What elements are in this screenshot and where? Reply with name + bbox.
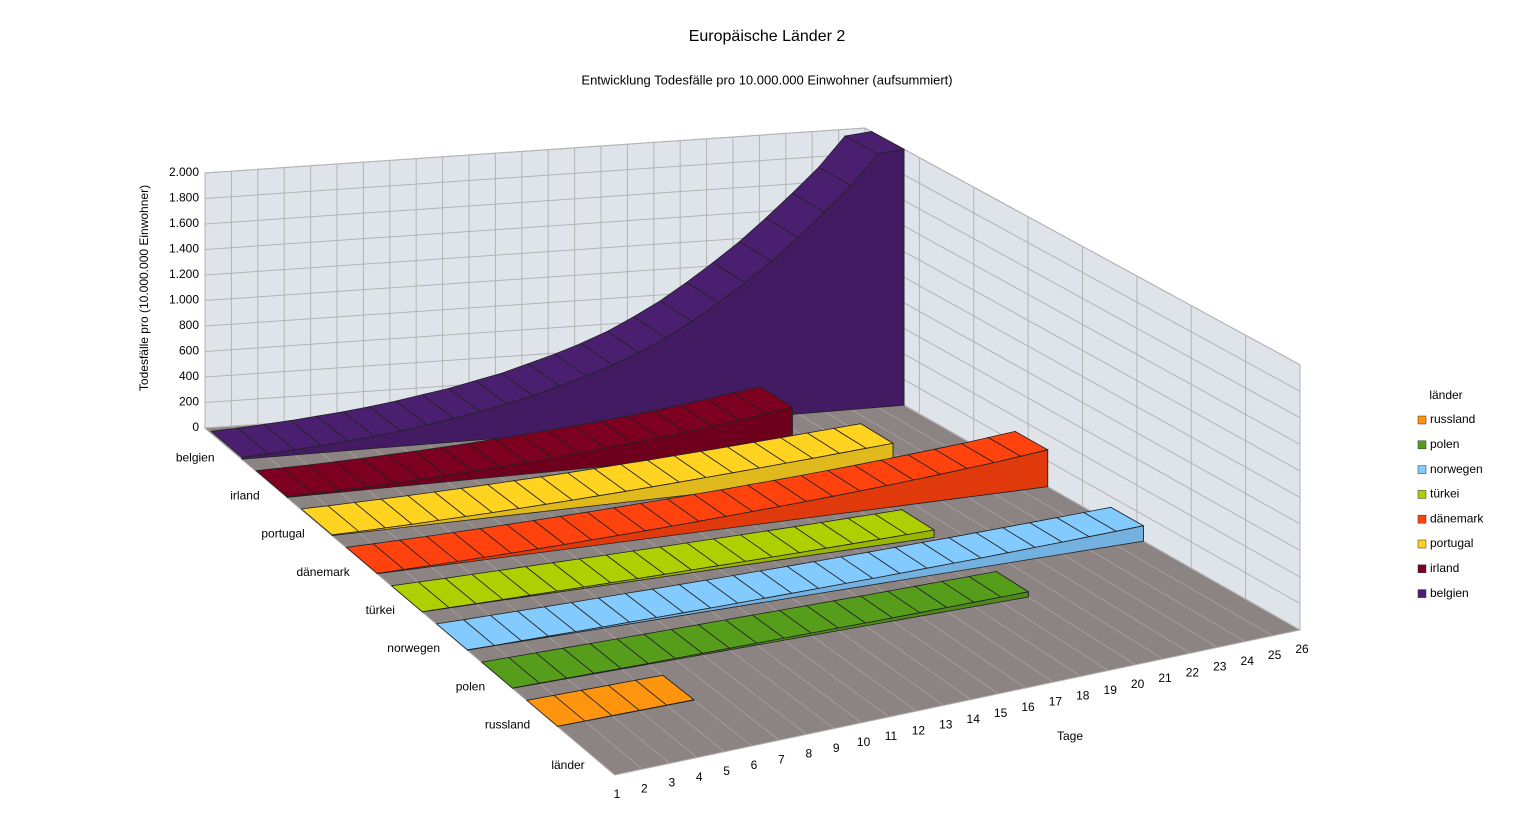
area — [557, 699, 695, 727]
x-tick-label: 15 — [994, 706, 1008, 720]
y-tick-label: 1.000 — [169, 293, 199, 307]
grid-line — [204, 127, 1301, 366]
area — [331, 442, 894, 537]
x-tick-label: 1 — [614, 787, 621, 801]
legend-swatch — [1417, 539, 1427, 549]
legend-title: länder — [1429, 388, 1462, 402]
y-tick-label: 1.800 — [169, 191, 199, 205]
z-tick-label: russland — [485, 718, 530, 732]
legend-swatch — [1417, 465, 1427, 474]
z-tick-label: polen — [456, 679, 485, 693]
y-axis-label: Todesfälle pro (10.000.000 Einwohner) — [137, 185, 151, 391]
x-tick-label: 23 — [1213, 660, 1227, 674]
chart-subtitle: Entwicklung Todesfälle pro 10.000.000 Ei… — [581, 72, 952, 87]
z-tick-label: irland — [230, 489, 259, 503]
legend-label: russland — [1430, 412, 1475, 426]
x-tick-label: 22 — [1186, 665, 1200, 679]
legend-label: norwegen — [1430, 462, 1483, 476]
x-tick-label: 8 — [805, 747, 812, 761]
area — [376, 449, 1049, 575]
z-tick-label: dänemark — [296, 565, 350, 579]
chart-title: Europäische Länder 2 — [689, 28, 846, 45]
area — [286, 406, 793, 498]
x-tick-label: 7 — [778, 752, 785, 766]
floor-grid-line — [838, 384, 1273, 637]
x-tick-label: 26 — [1295, 642, 1309, 656]
z-tick-label: norwegen — [387, 641, 440, 655]
y-tick-label: 200 — [179, 395, 199, 409]
legend-swatch — [1417, 440, 1427, 450]
legend-label: portugal — [1430, 536, 1473, 550]
legend-label: polen — [1430, 437, 1459, 451]
y-tick-label: 400 — [179, 369, 199, 383]
y-tick-label: 1.600 — [169, 216, 199, 230]
x-axis-label: Tage — [1057, 729, 1083, 743]
x-tick-label: 14 — [967, 712, 981, 726]
area — [241, 148, 905, 460]
legend-swatch — [1417, 490, 1427, 499]
x-tick-label: 20 — [1131, 677, 1145, 691]
x-tick-label: 17 — [1049, 694, 1063, 708]
y-tick-label: 2.000 — [169, 165, 199, 179]
x-tick-label: 12 — [912, 723, 926, 737]
x-tick-label: 6 — [751, 758, 758, 772]
x-tick-label: 13 — [939, 718, 953, 732]
x-tick-label: 24 — [1241, 654, 1255, 668]
x-tick-label: 10 — [857, 735, 871, 749]
legend-label: türkei — [1430, 487, 1459, 501]
floor-grid-line — [811, 386, 1246, 643]
legend-swatch — [1417, 514, 1427, 524]
y-tick-label: 800 — [179, 318, 199, 332]
z-tick-label: belgien — [176, 450, 215, 464]
legend-swatch — [1417, 589, 1427, 598]
x-tick-label: 9 — [833, 741, 840, 755]
y-tick-label: 0 — [192, 420, 199, 434]
legend-swatch — [1417, 564, 1427, 574]
x-tick-label: 3 — [668, 776, 675, 790]
x-tick-label: 5 — [723, 764, 730, 778]
x-tick-label: 11 — [885, 729, 898, 743]
area — [466, 525, 1144, 651]
z-axis-label: länder — [551, 758, 584, 772]
z-tick-label: türkei — [366, 603, 395, 617]
x-tick-label: 25 — [1268, 648, 1282, 662]
y-tick-label: 1.200 — [169, 267, 199, 281]
y-tick-label: 600 — [179, 344, 199, 358]
x-tick-label: 2 — [641, 781, 648, 795]
x-tick-label: 18 — [1076, 689, 1090, 703]
z-tick-label: portugal — [261, 527, 304, 541]
area — [421, 529, 935, 613]
x-tick-label: 21 — [1158, 671, 1172, 685]
legend-label: irland — [1430, 561, 1459, 575]
x-tick-label: 16 — [1021, 700, 1035, 714]
legend-label: belgien — [1430, 586, 1469, 600]
x-tick-label: 19 — [1104, 683, 1118, 697]
y-tick-label: 1.400 — [169, 242, 199, 256]
legend-swatch — [1417, 415, 1427, 425]
area — [512, 591, 1029, 689]
x-tick-label: 4 — [696, 770, 703, 784]
legend-label: dänemark — [1430, 511, 1484, 525]
